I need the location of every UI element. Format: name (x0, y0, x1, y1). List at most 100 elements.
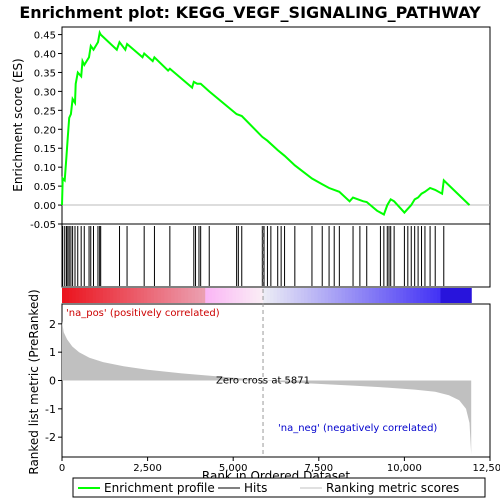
x-tick-label: 5,000 (219, 463, 248, 474)
rank-color-segment (464, 288, 469, 303)
rank-color-segment (406, 288, 411, 303)
rank-color-segment (297, 288, 302, 303)
rank-color-segment (198, 288, 203, 303)
x-tick-label: 7,500 (304, 463, 333, 474)
x-tick-label: 10,000 (387, 463, 422, 474)
metric-y-tick-label: 0 (49, 375, 56, 388)
es-y-tick-label: 0.30 (34, 87, 56, 98)
rank-color-segment (437, 288, 442, 303)
rank-color-segment (85, 288, 90, 303)
rank-color-segment (317, 288, 322, 303)
es-y-tick-label: 0.45 (34, 31, 56, 42)
rank-color-segment (119, 288, 124, 303)
rank-color-segment (276, 288, 281, 303)
rank-color-segment (375, 288, 380, 303)
rank-color-segment (399, 288, 404, 303)
es-y-axis: -0.05 0.00 0.05 0.10 0.15 0.20 0.25 0.30 0.35 0.4… (30, 31, 62, 231)
pos-correlated-label: 'na_pos' (positively correlated) (66, 308, 220, 319)
x-tick-label: 12,500 (473, 463, 500, 474)
rank-color-segment (75, 288, 80, 303)
rank-color-segment (68, 288, 73, 303)
rank-color-segment (184, 288, 189, 303)
rank-color-segment (409, 288, 414, 303)
x-tick-label: 2,500 (133, 463, 162, 474)
rank-color-segment (283, 288, 288, 303)
rank-color-segment (246, 288, 251, 303)
rank-color-segment (242, 288, 247, 303)
rank-color-segment (235, 288, 240, 303)
rank-color-segment (89, 288, 94, 303)
rank-color-segment (126, 288, 131, 303)
rank-color-segment (300, 288, 305, 303)
rank-color-segment (116, 288, 121, 303)
rank-color-segment (443, 288, 448, 303)
rank-color-segment (331, 288, 336, 303)
rank-color-segment (447, 288, 452, 303)
rank-color-segment (423, 288, 428, 303)
es-y-tick-label: 0.00 (34, 201, 56, 212)
hits-panel-frame (61, 223, 491, 288)
legend-label: Ranking metric scores (326, 481, 459, 495)
rank-color-segment (171, 288, 176, 303)
rank-color-segment (314, 288, 319, 303)
metric-y-axis: -2 -1 0 1 2 (45, 318, 62, 444)
rank-color-segment (368, 288, 373, 303)
rank-color-segment (310, 288, 315, 303)
rank-color-segment (154, 288, 159, 303)
rank-color-segment (113, 288, 118, 303)
rank-color-segment (92, 288, 97, 303)
rank-color-segment (229, 288, 234, 303)
rank-color-segment (218, 288, 223, 303)
rank-color-segment (382, 288, 387, 303)
rank-color-segment (362, 288, 367, 303)
x-tick-label: 0 (59, 463, 65, 474)
rank-color-segment (433, 288, 438, 303)
rank-color-segment (177, 288, 182, 303)
rank-color-segment (239, 288, 244, 303)
rank-color-segment (351, 288, 356, 303)
es-y-tick-label: 0.05 (34, 182, 56, 193)
rank-color-segment (174, 288, 179, 303)
rank-color-segment (338, 288, 343, 303)
rank-color-segment (327, 288, 332, 303)
rank-color-segment (160, 288, 165, 303)
rank-color-segment (450, 288, 455, 303)
rank-color-segment (72, 288, 77, 303)
metric-y-tick-label: 2 (49, 318, 56, 331)
es-y-tick-label: 0.20 (34, 125, 56, 136)
rank-color-segment (355, 288, 360, 303)
rank-color-segment (430, 288, 435, 303)
rank-color-segment (164, 288, 169, 303)
rank-color-segment (205, 288, 210, 303)
rank-color-segment (259, 288, 264, 303)
rank-color-segment (123, 288, 128, 303)
rank-color-segment (225, 288, 230, 303)
es-y-tick-label: 0.10 (34, 163, 56, 174)
rank-color-segment (273, 288, 278, 303)
rank-color-segment (372, 288, 377, 303)
rank-color-segment (457, 288, 462, 303)
rank-color-segment (109, 288, 114, 303)
rank-color-segment (290, 288, 295, 303)
rank-color-segment (345, 288, 350, 303)
es-panel-frame (61, 26, 491, 225)
chart-title: Enrichment plot: KEGG_VEGF_SIGNALING_PAT… (19, 3, 481, 22)
es-y-axis-label: Enrichment score (ES) (11, 58, 25, 191)
rank-color-segment (460, 288, 465, 303)
rank-color-segment (96, 288, 101, 303)
rank-color-segment (191, 288, 196, 303)
es-y-tick-label: 0.40 (34, 50, 56, 61)
x-axis: 0 2,500 5,000 7,500 10,000 12,500 (59, 457, 500, 474)
rank-color-segment (416, 288, 421, 303)
rank-color-segment (389, 288, 394, 303)
rank-color-segment (348, 288, 353, 303)
rank-color-segment (467, 288, 472, 303)
rank-color-segment (440, 288, 445, 303)
rank-color-segment (269, 288, 275, 303)
ranking-metric-area (62, 321, 472, 455)
legend-box (72, 477, 486, 498)
rank-color-segment (143, 288, 148, 303)
rank-color-segment (321, 288, 326, 303)
rank-color-segment (263, 288, 268, 303)
